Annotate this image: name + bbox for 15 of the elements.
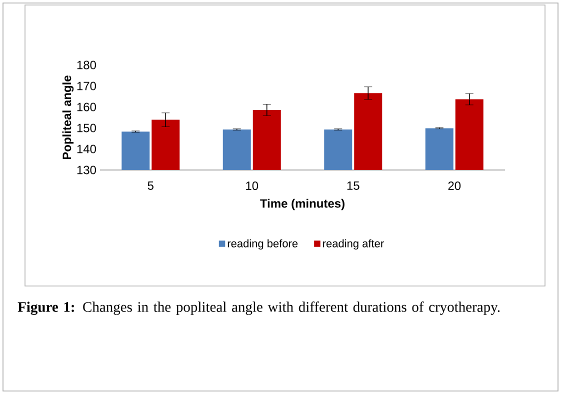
y-tick-label: 160 [77,102,96,112]
y-tick-label: 140 [77,144,96,154]
legend-label: reading after [323,239,384,250]
x-axis-title: Time (minutes) [260,198,344,210]
y-axis-title: Popliteal angle [62,76,74,160]
x-tick-label: 10 [246,182,258,190]
x-tick-label: 20 [448,182,461,190]
y-tick-label: 130 [77,166,96,174]
y-tick-label: 180 [77,60,96,70]
legend-label: reading before [228,239,298,250]
text: Figure 1: Changes in the popliteal angle with different durations of cryotherapy. [18,302,500,315]
x-tick-label: 15 [347,182,360,190]
y-tick-label: 170 [77,82,96,90]
y-tick-label: 150 [77,124,96,132]
x-tick-label: 5 [148,182,154,190]
